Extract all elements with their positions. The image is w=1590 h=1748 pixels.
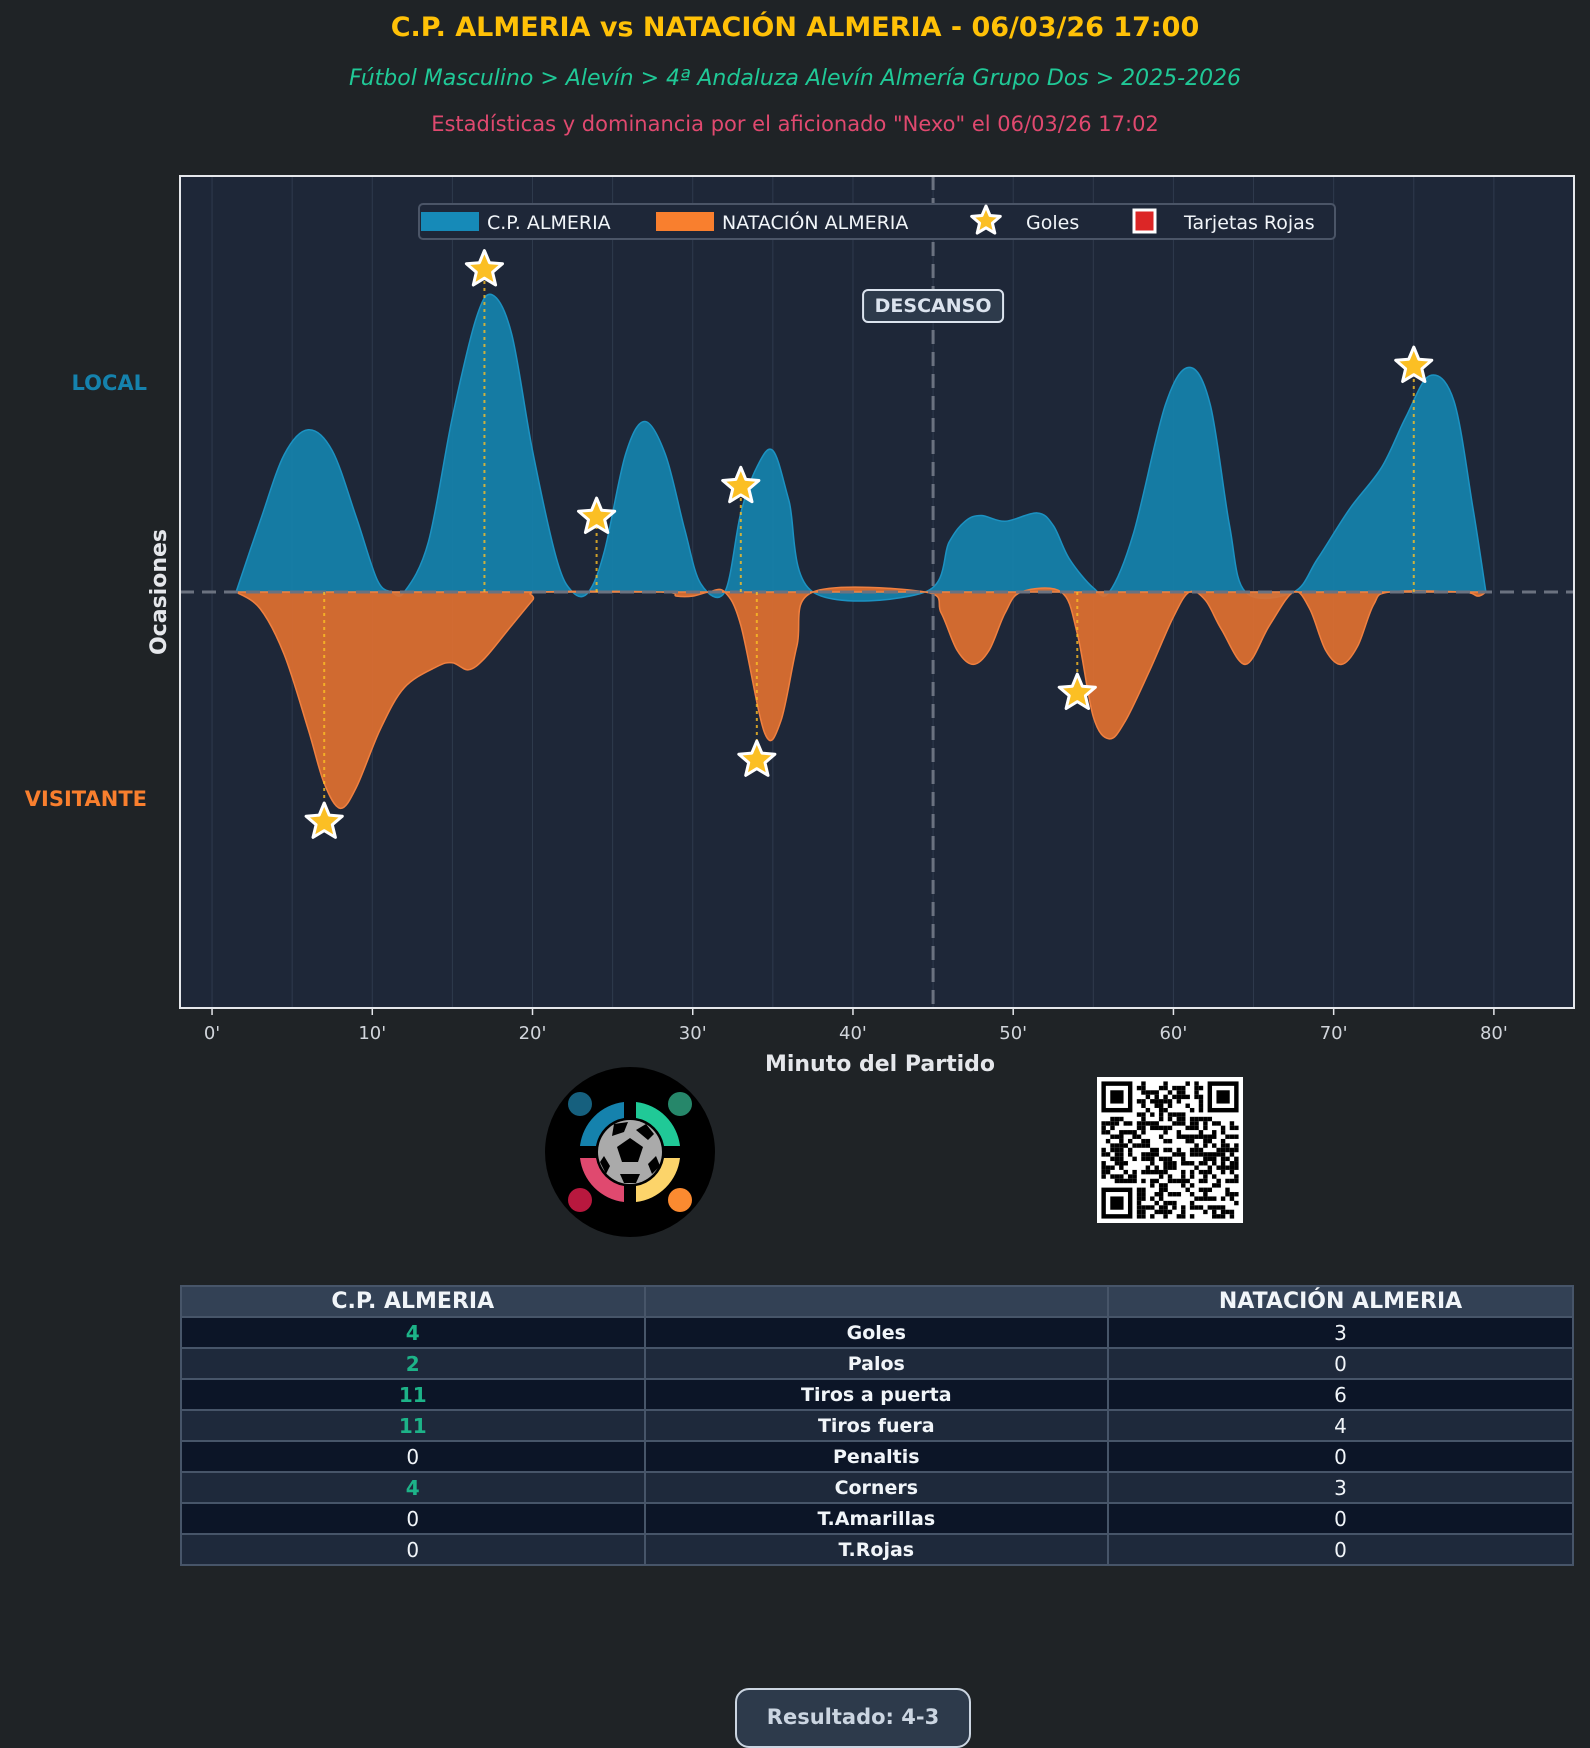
stat-label: Penaltis — [643, 1440, 1110, 1473]
legend-label-red-cards: Tarjetas Rojas — [1183, 212, 1315, 234]
stat-home-value: 4 — [180, 1316, 646, 1349]
legend-star-icon — [970, 204, 1002, 235]
x-ticks: 0' 10' 20' 30' 40' 50' 60' 70' 80' — [204, 1008, 1508, 1044]
stat-label: T.Rojas — [643, 1533, 1110, 1566]
goal-star-icon — [1057, 672, 1097, 710]
halftime-label-box — [862, 289, 1005, 323]
x-tick-label: 60' — [1159, 1023, 1187, 1044]
goal-star-icon — [1394, 345, 1434, 383]
stat-home-value: 4 — [180, 1471, 646, 1504]
stats-table: C.P. ALMERIA NATACIÓN ALMERIA 4 Goles 3 2 Pa… — [180, 1285, 1574, 1566]
goal-star-icon — [304, 801, 344, 839]
stats-row: 2 Palos 0 — [180, 1347, 1574, 1380]
legend: C.P. ALMERIA NATACIÓN ALMERIA Goles Tarj… — [418, 203, 1336, 240]
logo-image — [545, 1067, 715, 1237]
legend-label-away: NATACIÓN ALMERIA — [722, 210, 908, 234]
goal-star-icon — [737, 739, 777, 777]
credit-line: Estadísticas y dominancia por el aficion… — [431, 112, 1159, 136]
stat-away-value: 0 — [1107, 1502, 1574, 1535]
stats-header-row: C.P. ALMERIA NATACIÓN ALMERIA — [180, 1285, 1574, 1318]
stat-home-value: 2 — [180, 1347, 646, 1380]
legend-red-card-icon — [1132, 208, 1157, 234]
stats-row: 4 Goles 3 — [180, 1316, 1574, 1349]
stat-away-value: 0 — [1107, 1533, 1574, 1566]
stats-row: 4 Corners 3 — [180, 1471, 1574, 1504]
stats-row: 0 T.Amarillas 0 — [180, 1502, 1574, 1535]
legend-swatch-away — [656, 212, 714, 231]
legend-swatch-home — [421, 212, 479, 231]
header-stat — [643, 1285, 1110, 1318]
x-tick-label: 10' — [358, 1023, 386, 1044]
x-axis-label: Minuto del Partido — [765, 1052, 995, 1077]
goal-markers — [304, 249, 1434, 839]
header-away-team: NATACIÓN ALMERIA — [1107, 1285, 1574, 1318]
y-label-local: LOCAL — [71, 371, 147, 395]
x-tick-label: 0' — [204, 1023, 220, 1044]
stats-row: 11 Tiros fuera 4 — [180, 1409, 1574, 1442]
page-title: C.P. ALMERIA vs NATACIÓN ALMERIA - 06/03… — [390, 12, 1200, 43]
x-tick-label: 30' — [679, 1023, 707, 1044]
stats-row: 0 Penaltis 0 — [180, 1440, 1574, 1473]
stat-home-value: 0 — [180, 1502, 646, 1535]
stat-home-value: 11 — [180, 1409, 646, 1442]
header-home-team: C.P. ALMERIA — [180, 1285, 646, 1318]
x-tick-label: 50' — [999, 1023, 1027, 1044]
dominance-chart: DESCANSO 0' 10' 20' 30' 40' 50' 60' 70' 80' Minu… — [25, 175, 1575, 1077]
plot-frame — [179, 175, 1575, 1009]
legend-box — [418, 203, 1336, 240]
x-tick-label: 70' — [1320, 1023, 1348, 1044]
stat-label: Corners — [643, 1471, 1110, 1504]
legend-label-goals: Goles — [1026, 212, 1079, 234]
result-badge: Resultado: 4-3 — [735, 1688, 971, 1748]
stats-row: 0 T.Rojas 0 — [180, 1533, 1574, 1566]
halftime-label: DESCANSO — [862, 289, 1005, 323]
halftime-label-text: DESCANSO — [875, 295, 992, 317]
stat-away-value: 4 — [1107, 1409, 1574, 1442]
x-tick-label: 20' — [519, 1023, 547, 1044]
qr-code-image — [1097, 1077, 1243, 1223]
stat-away-value: 0 — [1107, 1440, 1574, 1473]
stat-home-value: 0 — [180, 1440, 646, 1473]
stat-away-value: 0 — [1107, 1347, 1574, 1380]
goal-star-icon — [577, 496, 617, 534]
stat-away-value: 3 — [1107, 1316, 1574, 1349]
stats-row: 11 Tiros a puerta 6 — [180, 1378, 1574, 1411]
x-tick-label: 40' — [839, 1023, 867, 1044]
stat-label: Tiros fuera — [643, 1409, 1110, 1442]
y-axis-label: Ocasiones — [147, 529, 172, 655]
legend-label-home: C.P. ALMERIA — [487, 212, 611, 234]
stat-home-value: 0 — [180, 1533, 646, 1566]
y-label-visitante: VISITANTE — [25, 787, 147, 811]
stat-away-value: 6 — [1107, 1378, 1574, 1411]
goal-star-icon — [721, 465, 761, 504]
competition-breadcrumb: Fútbol Masculino > Alevín > 4ª Andaluza … — [348, 66, 1242, 91]
stat-home-value: 11 — [180, 1378, 646, 1411]
stat-label: Tiros a puerta — [643, 1378, 1110, 1411]
x-tick-label: 80' — [1480, 1023, 1508, 1044]
stat-label: Palos — [643, 1347, 1110, 1380]
goal-star-icon — [464, 249, 504, 287]
stat-label: Goles — [643, 1316, 1110, 1349]
stat-label: T.Amarillas — [643, 1502, 1110, 1535]
legend-star-shape — [970, 204, 1002, 235]
stat-away-value: 3 — [1107, 1471, 1574, 1504]
